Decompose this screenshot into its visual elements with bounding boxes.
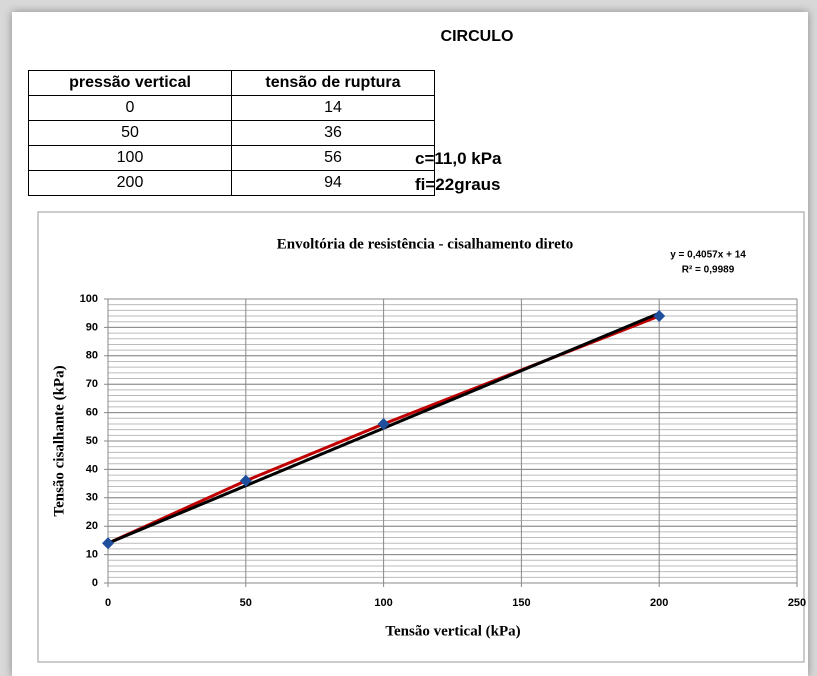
y-tick-label: 50 [86, 435, 98, 447]
table-header: pressão vertical [28, 70, 232, 96]
x-tick-label: 250 [788, 597, 806, 609]
equation: y = 0,4057x + 14 [670, 250, 746, 261]
table-cell: 0 [28, 95, 232, 121]
y-tick-label: 10 [86, 549, 98, 561]
x-tick-label: 150 [512, 597, 530, 609]
chart: Envoltória de resistência - cisalhamento… [37, 211, 806, 663]
note: fi=22graus [415, 175, 501, 194]
note: c=11,0 kPa [415, 149, 502, 168]
y-axis-label: Tensão cisalhante (kPa) [51, 365, 67, 516]
x-tick-label: 50 [240, 597, 252, 609]
y-tick-label: 70 [86, 378, 98, 390]
x-tick-label: 100 [374, 597, 392, 609]
data-point [653, 310, 666, 323]
table-cell: 94 [231, 170, 435, 196]
y-tick-label: 80 [86, 350, 98, 362]
y-tick-label: 0 [92, 577, 98, 589]
y-tick-label: 40 [86, 463, 98, 475]
chart-frame [37, 211, 805, 663]
data-table: pressão vertical tensão de ruptura 0 14 50… [28, 70, 435, 196]
x-tick-label: 200 [650, 597, 668, 609]
y-tick-label: 60 [86, 407, 98, 419]
x-tick-label: 0 [105, 597, 111, 609]
table-cell: 200 [28, 170, 232, 196]
chart-title: Envoltória de resistência - cisalhamento… [277, 236, 574, 252]
table-cell: 100 [28, 145, 232, 171]
y-tick-label: 90 [86, 321, 98, 333]
page-title: CIRCULO [440, 28, 514, 45]
page: CIRCULO pressão vertical tensão de ruptur… [12, 12, 808, 676]
y-tick-label: 30 [86, 492, 98, 504]
table-cell: 50 [28, 120, 232, 146]
table-cell: 14 [231, 95, 435, 121]
x-axis-label: Tensão vertical (kPa) [385, 623, 520, 639]
y-tick-label: 20 [86, 520, 98, 532]
data-point [377, 417, 390, 430]
table-cell: 56 [231, 145, 435, 171]
y-tick-label: 100 [80, 293, 98, 305]
r-squared: R² = 0,9989 [682, 265, 735, 276]
data-point [239, 474, 252, 487]
data-point [102, 537, 114, 550]
table-header: tensão de ruptura [231, 70, 435, 96]
